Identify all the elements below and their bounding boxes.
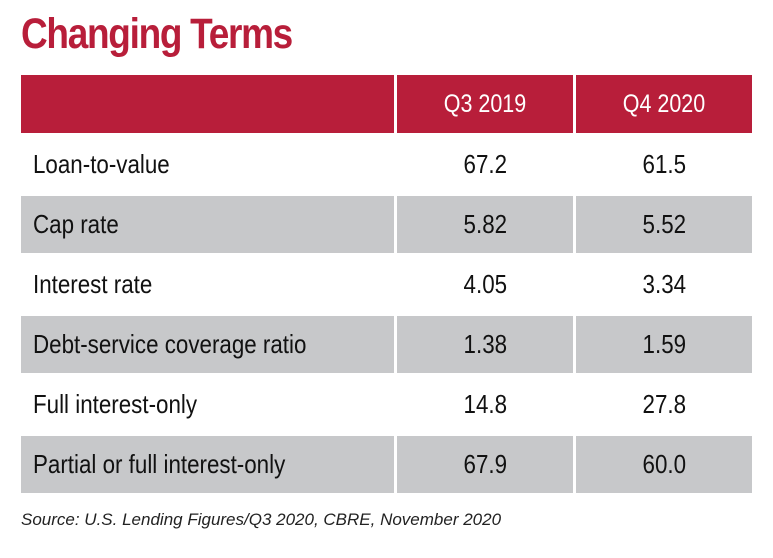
row-label: Debt-service coverage ratio — [33, 329, 307, 359]
value-q3-2019: 67.9 — [463, 449, 507, 479]
value-cell-q3-2019: 67.2 — [394, 136, 573, 193]
header-q3-2019-text: Q3 2019 — [443, 89, 527, 118]
table-row: Loan-to-value 67.2 61.5 — [21, 136, 752, 193]
table-header-row: Q3 2019 Q4 2020 — [21, 75, 752, 133]
table-row: Full interest-only 14.8 27.8 — [21, 376, 752, 433]
header-cell-q4-2020: Q4 2020 — [573, 75, 752, 133]
value-cell-q4-2020: 1.59 — [573, 316, 752, 373]
value-cell-q3-2019: 1.38 — [394, 316, 573, 373]
value-cell-q4-2020: 27.8 — [573, 376, 752, 433]
value-q4-2020: 1.59 — [642, 329, 686, 359]
table-row: Interest rate 4.05 3.34 — [21, 256, 752, 313]
value-q4-2020: 5.52 — [642, 209, 686, 239]
header-cell-q3-2019: Q3 2019 — [394, 75, 573, 133]
row-label-cell: Partial or full interest-only — [21, 436, 394, 493]
row-label-cell: Interest rate — [21, 256, 394, 313]
row-label: Full interest-only — [33, 389, 198, 419]
value-cell-q3-2019: 4.05 — [394, 256, 573, 313]
value-cell-q3-2019: 5.82 — [394, 196, 573, 253]
value-q3-2019: 14.8 — [463, 389, 507, 419]
row-label-cell: Debt-service coverage ratio — [21, 316, 394, 373]
value-q3-2019: 5.82 — [463, 209, 507, 239]
table-row: Debt-service coverage ratio 1.38 1.59 — [21, 316, 752, 373]
chart-title: Changing Terms — [21, 10, 293, 58]
value-q3-2019: 67.2 — [463, 149, 507, 179]
value-cell-q4-2020: 3.34 — [573, 256, 752, 313]
value-cell-q4-2020: 61.5 — [573, 136, 752, 193]
value-cell-q3-2019: 14.8 — [394, 376, 573, 433]
value-q3-2019: 1.38 — [463, 329, 507, 359]
value-q3-2019: 4.05 — [463, 269, 507, 299]
value-cell-q3-2019: 67.9 — [394, 436, 573, 493]
data-table: Q3 2019 Q4 2020 Loan-to-value 67.2 61.5 … — [21, 75, 752, 496]
row-label-cell: Full interest-only — [21, 376, 394, 433]
header-cell-label — [21, 75, 394, 133]
source-note: Source: U.S. Lending Figures/Q3 2020, CB… — [21, 510, 502, 529]
table-row: Cap rate 5.82 5.52 — [21, 196, 752, 253]
header-q4-2020-text: Q4 2020 — [622, 89, 706, 118]
value-q4-2020: 61.5 — [642, 149, 686, 179]
row-label: Cap rate — [33, 209, 119, 239]
value-cell-q4-2020: 60.0 — [573, 436, 752, 493]
value-q4-2020: 27.8 — [642, 389, 686, 419]
row-label-cell: Cap rate — [21, 196, 394, 253]
value-q4-2020: 60.0 — [642, 449, 686, 479]
value-q4-2020: 3.34 — [642, 269, 686, 299]
row-label-cell: Loan-to-value — [21, 136, 394, 193]
row-label: Partial or full interest-only — [33, 449, 286, 479]
row-label: Interest rate — [33, 269, 153, 299]
table-row: Partial or full interest-only 67.9 60.0 — [21, 436, 752, 493]
value-cell-q4-2020: 5.52 — [573, 196, 752, 253]
row-label: Loan-to-value — [33, 149, 170, 179]
